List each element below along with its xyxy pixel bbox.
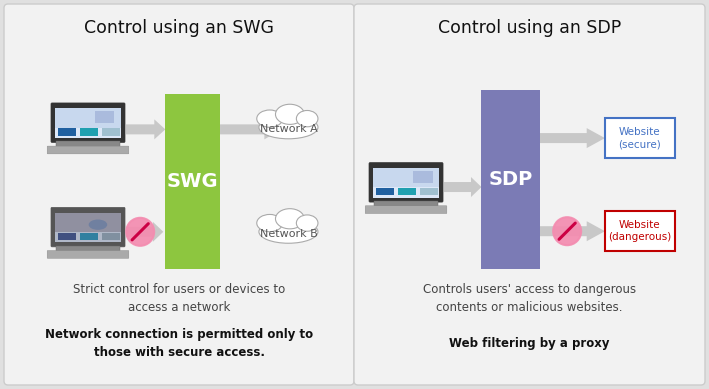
FancyBboxPatch shape (605, 118, 675, 158)
Bar (79, 233, 98, 240)
Bar (413, 171, 432, 183)
Text: Website
(dangerous): Website (dangerous) (608, 220, 671, 242)
Ellipse shape (276, 209, 304, 229)
Bar (79, 128, 98, 136)
Text: Website
(secure): Website (secure) (618, 127, 661, 149)
Bar (398, 188, 416, 195)
Polygon shape (126, 222, 163, 242)
Bar (57, 128, 76, 136)
Bar (57, 233, 76, 240)
Text: Control using an SDP: Control using an SDP (438, 19, 621, 37)
Bar (55, 213, 121, 242)
Text: Network B: Network B (259, 229, 318, 239)
Ellipse shape (296, 110, 318, 127)
Bar (374, 201, 438, 206)
Bar (165, 94, 220, 269)
Bar (101, 233, 121, 240)
Ellipse shape (259, 220, 318, 243)
Ellipse shape (296, 215, 318, 231)
Polygon shape (220, 119, 281, 139)
FancyBboxPatch shape (51, 207, 125, 247)
Bar (55, 109, 121, 138)
Bar (55, 109, 121, 128)
Circle shape (126, 218, 154, 246)
Text: SWG: SWG (167, 172, 218, 191)
Bar (373, 168, 439, 187)
Bar (420, 188, 438, 195)
FancyBboxPatch shape (4, 4, 354, 385)
Polygon shape (540, 221, 605, 241)
Ellipse shape (257, 110, 283, 127)
FancyBboxPatch shape (365, 206, 447, 214)
Ellipse shape (276, 104, 304, 124)
Text: Web filtering by a proxy: Web filtering by a proxy (450, 337, 610, 350)
Bar (373, 168, 439, 198)
FancyBboxPatch shape (369, 163, 443, 202)
Text: Controls users' access to dangerous
contents or malicious websites.: Controls users' access to dangerous cont… (423, 284, 636, 314)
Bar (55, 213, 121, 232)
Circle shape (553, 217, 581, 245)
Text: Strict control for users or devices to
access a network: Strict control for users or devices to a… (73, 284, 285, 314)
FancyBboxPatch shape (48, 251, 129, 258)
Polygon shape (126, 119, 165, 139)
Bar (94, 111, 114, 123)
Text: SDP: SDP (489, 170, 532, 189)
FancyBboxPatch shape (51, 103, 125, 142)
Bar (101, 128, 121, 136)
Polygon shape (540, 128, 605, 148)
Ellipse shape (89, 219, 107, 230)
Text: Control using an SWG: Control using an SWG (84, 19, 274, 37)
FancyBboxPatch shape (354, 4, 705, 385)
Bar (376, 188, 394, 195)
FancyBboxPatch shape (48, 146, 129, 154)
Polygon shape (444, 177, 481, 197)
Text: Network A: Network A (259, 124, 318, 134)
Bar (481, 90, 540, 269)
Text: Network connection is permitted only to
those with secure access.: Network connection is permitted only to … (45, 328, 313, 359)
FancyBboxPatch shape (605, 211, 675, 251)
Ellipse shape (257, 214, 283, 232)
Ellipse shape (259, 116, 318, 139)
Bar (55, 141, 121, 147)
Bar (55, 246, 121, 251)
